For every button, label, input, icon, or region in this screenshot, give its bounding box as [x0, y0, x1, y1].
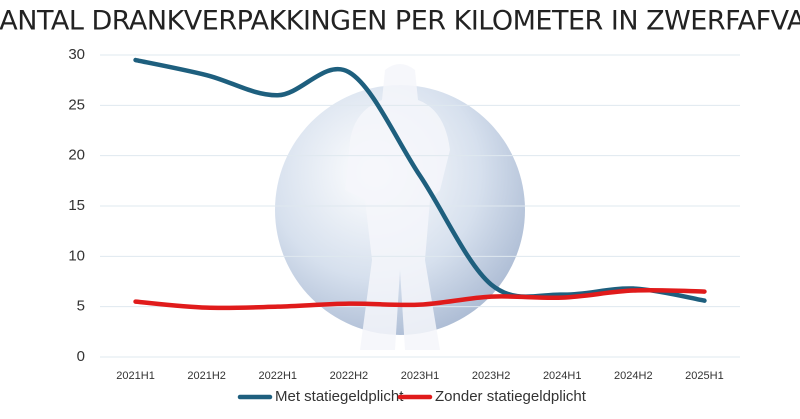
x-tick-label: 2025H1	[685, 370, 724, 382]
y-tick-label: 15	[68, 197, 85, 214]
x-tick-label: 2023H1	[401, 370, 440, 382]
y-tick-label: 10	[68, 247, 85, 264]
chart-title: AANTAL DRANKVERPAKKINGEN PER KILOMETER I…	[0, 6, 800, 37]
background-figure	[345, 64, 450, 350]
y-tick-label: 30	[68, 46, 85, 63]
x-tick-label: 2021H2	[187, 370, 226, 382]
legend: Met statiegeldplicht Zonder statiegeldpli…	[237, 388, 587, 405]
x-tick-label: 2023H2	[472, 370, 511, 382]
x-tick-label: 2021H1	[116, 370, 155, 382]
x-tick-label: 2022H2	[330, 370, 369, 382]
x-tick-label: 2024H1	[543, 370, 582, 382]
line	[133, 288, 707, 311]
legend-label: Zonder statiegeldplicht	[435, 388, 587, 405]
line	[133, 57, 707, 303]
y-tick-label: 0	[77, 348, 85, 365]
x-tick-label: 2022H1	[259, 370, 298, 382]
y-tick-label: 20	[68, 147, 85, 164]
x-tick-label: 2024H2	[614, 370, 653, 382]
legend-label: Met statiegeldplicht	[275, 388, 404, 405]
y-tick-label: 25	[68, 96, 85, 113]
y-tick-label: 5	[77, 298, 85, 315]
